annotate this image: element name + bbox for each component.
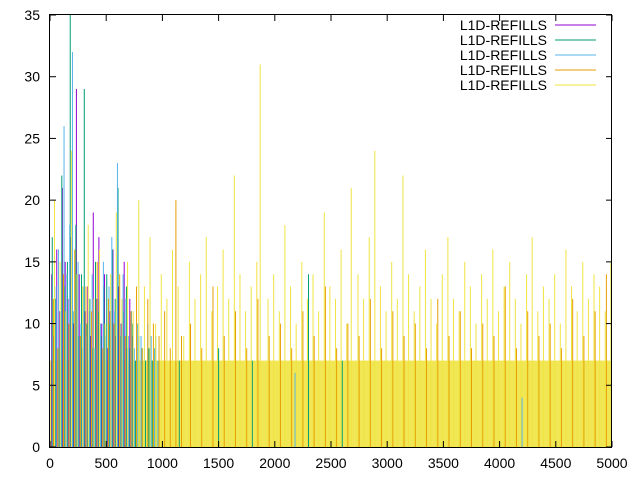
y-tick-label: 5 — [32, 377, 40, 393]
y-tick-label: 30 — [24, 69, 40, 85]
series-4 — [52, 200, 607, 447]
x-tick-label: 2000 — [259, 455, 290, 471]
x-tick-label: 1500 — [203, 455, 234, 471]
series-1 — [51, 89, 134, 447]
x-tick-label: 0 — [46, 455, 54, 471]
legend: L1D-REFILLSL1D-REFILLSL1D-REFILLSL1D-REF… — [460, 17, 596, 93]
y-tick-label: 0 — [32, 439, 40, 455]
y-tick-label: 35 — [24, 7, 40, 23]
x-tick-label: 4000 — [484, 455, 515, 471]
plot-frame — [49, 14, 612, 448]
baseline-band — [50, 360, 612, 447]
legend-item: L1D-REFILLS — [460, 47, 596, 63]
series-layer — [51, 15, 612, 447]
x-tick-label: 3000 — [372, 455, 403, 471]
baseline-fill-layer — [50, 360, 612, 447]
series-5 — [53, 64, 612, 447]
y-tick-label: 15 — [24, 254, 40, 270]
y-tick-label: 10 — [24, 316, 40, 332]
y-tick-label: 20 — [24, 192, 40, 208]
legend-label: L1D-REFILLS — [460, 17, 547, 33]
x-tick-label: 1000 — [147, 455, 178, 471]
series-3 — [52, 52, 523, 447]
legend-item: L1D-REFILLS — [460, 77, 596, 93]
y-axis: 0 5 10 15 20 25 30 35 — [24, 7, 612, 455]
legend-item: L1D-REFILLS — [460, 17, 596, 33]
x-tick-label: 5000 — [596, 455, 627, 471]
x-tick-label: 4500 — [540, 455, 571, 471]
legend-label: L1D-REFILLS — [460, 77, 547, 93]
legend-item: L1D-REFILLS — [460, 32, 596, 48]
x-axis: 0 500 1000 1500 2000 2500 3000 3500 4000 4500 5000 — [46, 15, 628, 471]
legend-item: L1D-REFILLS — [460, 62, 596, 78]
x-tick-label: 2500 — [315, 455, 346, 471]
legend-label: L1D-REFILLS — [460, 32, 547, 48]
y-tick-label: 25 — [24, 130, 40, 146]
legend-label: L1D-REFILLS — [460, 62, 547, 78]
x-tick-label: 3500 — [428, 455, 459, 471]
legend-label: L1D-REFILLS — [460, 47, 547, 63]
x-tick-label: 500 — [95, 455, 119, 471]
